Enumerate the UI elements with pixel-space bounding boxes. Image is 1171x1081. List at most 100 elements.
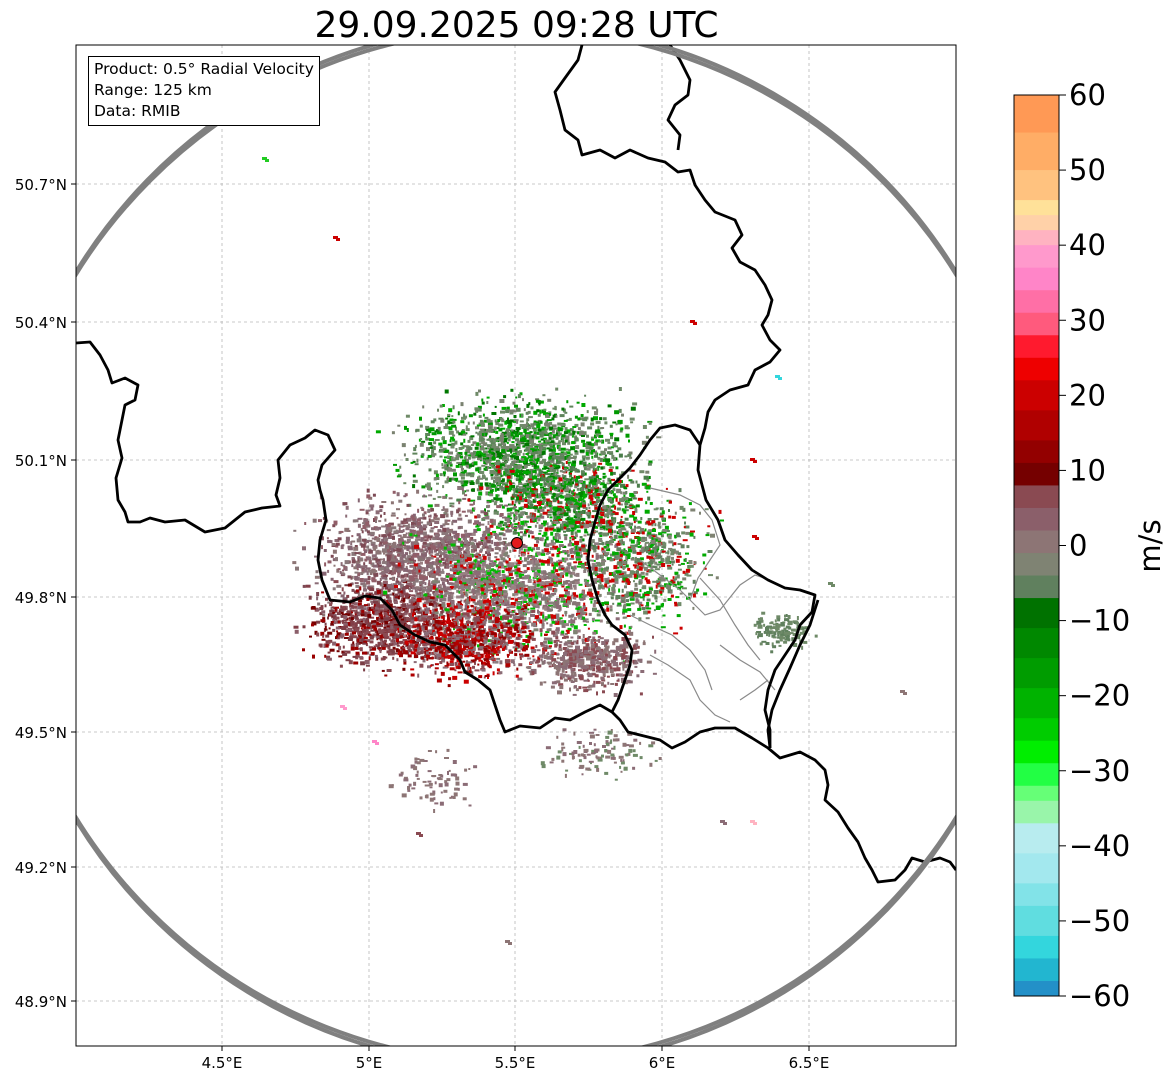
echo-pixel [415, 523, 419, 528]
echo-pixel [321, 610, 326, 614]
echo-pixel [484, 433, 487, 436]
echo-pixel [489, 461, 491, 466]
echo-pixel [374, 591, 378, 595]
echo-pixel [324, 628, 328, 631]
echo-pixel [536, 515, 541, 518]
echo-pixel [371, 579, 377, 583]
echo-pixel [563, 523, 569, 528]
echo-pixel [585, 520, 589, 525]
echo-pixel [353, 566, 359, 570]
echo-pixel [481, 421, 485, 425]
echo-pixel [413, 520, 419, 525]
echo-pixel [391, 526, 397, 530]
echo-pixel [370, 572, 372, 575]
echo-pixel [394, 585, 398, 588]
echo-pixel [389, 614, 392, 617]
echo-pixel [439, 444, 443, 449]
echo-pixel [442, 527, 447, 532]
echo-pixel [496, 462, 502, 467]
echo-pixel [538, 469, 542, 473]
echo-pixel [414, 541, 418, 544]
echo-pixel [501, 478, 505, 482]
echo-pixel [570, 531, 574, 535]
echo-pixel [549, 455, 554, 459]
echo-pixel [509, 482, 513, 486]
echo-pixel [392, 609, 397, 612]
echo-pixel [554, 487, 557, 490]
echo-pixel [378, 624, 384, 628]
echo-pixel [536, 501, 542, 504]
echo-pixel [490, 548, 494, 551]
echo-pixel [434, 521, 440, 524]
echo-pixel [610, 509, 614, 514]
echo-pixel [419, 416, 422, 421]
echo-pixel [612, 442, 617, 447]
echo-pixel [356, 533, 361, 537]
echo-pixel [538, 431, 544, 435]
echo-pixel [368, 539, 373, 542]
echo-pixel [598, 489, 602, 493]
echo-pixel [572, 509, 576, 513]
echo-pixel [382, 594, 386, 596]
echo-pixel [443, 550, 446, 555]
echo-pixel [503, 602, 508, 606]
echo-pixel [450, 459, 456, 462]
echo-pixel [550, 524, 555, 528]
echo-pixel [552, 506, 558, 510]
echo-pixel [371, 537, 376, 540]
echo-pixel [344, 584, 349, 587]
echo-pixel [341, 573, 346, 576]
echo-pixel [405, 545, 408, 548]
echo-pixel [458, 571, 462, 575]
echo-pixel [399, 593, 402, 597]
echo-pixel [548, 456, 552, 460]
echo-pixel [441, 601, 446, 606]
echo-pixel [591, 475, 597, 479]
echo-pixel [461, 430, 466, 434]
echo-pixel [364, 623, 370, 626]
echo-pixel [543, 408, 547, 411]
echo-pixel [572, 493, 575, 496]
echo-pixel [583, 463, 587, 467]
echo-pixel [399, 549, 404, 553]
echo-pixel [462, 584, 468, 589]
echo-pixel [505, 449, 508, 452]
echo-pixel [463, 567, 467, 571]
echo-pixel [366, 494, 371, 499]
echo-pixel [364, 621, 369, 625]
echo-pixel [598, 521, 602, 526]
echo-pixel [411, 569, 415, 573]
echo-pixel [545, 432, 549, 435]
echo-pixel [564, 439, 568, 443]
echo-pixel [379, 604, 385, 609]
echo-pixel [558, 448, 562, 451]
echo-pixel [543, 499, 547, 502]
echo-pixel [357, 592, 360, 596]
echo-pixel [326, 537, 329, 540]
echo-pixel [405, 605, 410, 609]
echo-pixel [441, 466, 445, 469]
echo-pixel [440, 514, 446, 519]
echo-pixel [533, 460, 536, 465]
echo-pixel [463, 543, 467, 548]
echo-pixel [495, 448, 501, 451]
echo-pixel [500, 439, 504, 443]
echo-pixel [408, 570, 412, 575]
echo-pixel [429, 446, 434, 449]
echo-pixel [565, 497, 571, 500]
echo-pixel [490, 595, 492, 599]
echo-pixel [463, 469, 467, 473]
echo-pixel [302, 625, 306, 629]
echo-pixel [402, 552, 405, 555]
echo-pixel [610, 513, 614, 517]
echo-pixel [529, 468, 534, 471]
echo-pixel [501, 406, 507, 410]
echo-pixel [509, 503, 514, 506]
echo-pixel [541, 496, 546, 499]
echo-pixel [412, 586, 416, 590]
echo-pixel [452, 519, 458, 523]
echo-pixel [515, 460, 521, 463]
echo-pixel [574, 552, 577, 555]
echo-pixel [355, 609, 358, 613]
echo-pixel [594, 441, 598, 446]
